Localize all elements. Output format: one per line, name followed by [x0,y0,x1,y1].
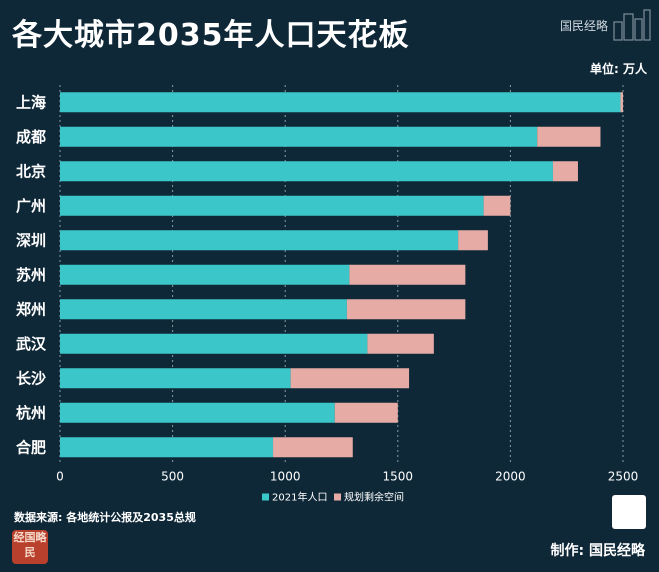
skyline-icon [613,9,651,41]
bar-segment [60,161,553,182]
bar-segment [552,161,578,182]
x-tick-label: 2500 [608,470,639,484]
bar-segment [60,195,484,216]
brand-seal-logo: 经国略民 [12,530,48,564]
maker-credit: 制作: 国民经略 [550,543,645,559]
category-label: 深圳 [16,231,46,249]
bar-segment [349,264,466,285]
bar-segment [273,437,353,458]
category-label: 武汉 [16,335,47,353]
bar-segment [60,230,459,251]
bar-segment [346,299,466,320]
category-label: 苏州 [16,266,46,284]
category-label: 杭州 [16,404,46,422]
x-axis-ticks: 0 500 1000 1500 2000 2500 [56,470,638,484]
category-label: 合肥 [15,438,46,456]
x-tick-label: 1500 [383,470,414,484]
bar-segment [60,299,347,320]
bar-segment [334,402,398,423]
legend: 2021年人口 规划剩余空间 [262,491,404,504]
bar-segment [60,437,274,458]
bar-segment [367,333,434,354]
bar-segment [60,264,350,285]
legend-swatch [262,493,269,501]
bar-segment [60,402,335,423]
x-tick-label: 500 [161,470,184,484]
data-source: 数据来源: 各地统计公报及2035总规 [14,511,196,524]
category-label: 郑州 [16,300,46,318]
bar-segment [60,368,291,389]
unit-label: 单位: 万人 [590,62,647,76]
legend-label: 规划剩余空间 [344,491,404,504]
bars [60,92,623,458]
bar-segment [620,92,623,113]
bar-segment [537,126,601,147]
category-label: 北京 [16,162,46,180]
brand-logo-text: 国民经略 [560,19,609,33]
bar-segment [60,92,621,113]
x-tick-label: 1000 [270,470,301,484]
category-label: 成都 [16,128,46,146]
bar-segment [290,368,410,389]
bar-segment [483,195,511,216]
category-label: 广州 [16,197,46,215]
category-label: 上海 [16,93,46,111]
category-label: 长沙 [16,369,46,387]
bar-segment [60,333,368,354]
x-tick-label: 2000 [495,470,526,484]
x-tick-label: 0 [56,470,64,484]
brand-logo: 国民经略 [556,8,652,42]
bar-segment [458,230,488,251]
bar-segment [60,126,538,147]
chart-title: 各大城市2035年人口天花板 [12,18,410,53]
legend-label: 2021年人口 [272,491,327,504]
grid-lines [59,85,624,465]
qr-code-icon[interactable] [612,495,646,529]
legend-swatch [334,493,341,501]
